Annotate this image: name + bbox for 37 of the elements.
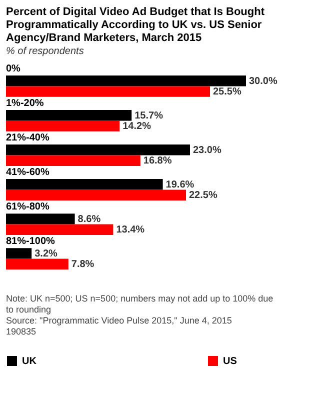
data-label: 13.4% <box>116 224 145 236</box>
bar <box>6 155 140 166</box>
y-tick-label: 0% <box>6 64 21 75</box>
data-label: 19.6% <box>166 179 194 190</box>
data-label: 25.5% <box>213 86 242 98</box>
bar <box>6 258 68 270</box>
bar <box>6 110 132 121</box>
legend-label: UK <box>22 356 38 367</box>
bar <box>6 120 120 132</box>
text: 190835 <box>6 326 36 336</box>
legend-label: US <box>223 356 238 367</box>
data-label: 16.8% <box>143 156 172 167</box>
y-tick-label: 61%-80% <box>6 202 50 213</box>
data-label: 7.8% <box>71 259 94 270</box>
data-label: 14.2% <box>122 121 152 132</box>
y-tick-label: 21%-40% <box>6 132 50 144</box>
y-tick-label: 41%-60% <box>6 167 50 178</box>
bar <box>6 76 246 86</box>
bar <box>6 214 75 224</box>
bar <box>6 179 163 190</box>
source-note: Source: "Programmatic Video Pulse 2015," June 4, 2015 <box>6 316 232 326</box>
bar <box>6 86 210 97</box>
chart-title: Percent of Digital Video Ad Budget that Is Bought Programmatically According to UK vs. US Senior Agency/Brand Marketers, March 2015 <box>6 6 265 44</box>
data-label: 15.7% <box>134 110 164 122</box>
data-label: 23.0% <box>193 144 222 156</box>
text: Note: UK n=500; US n=500; numbers may not add up to 100% due to rounding <box>6 294 274 314</box>
bar <box>6 224 114 235</box>
bar <box>6 190 186 200</box>
bar <box>6 248 32 259</box>
data-label: 8.6% <box>78 214 101 225</box>
chart-subtitle: % of respondents <box>6 46 84 57</box>
y-tick-label: 81%-100% <box>6 236 56 248</box>
data-label: 3.2% <box>34 248 58 260</box>
data-label: 30.0% <box>249 76 278 87</box>
bar <box>6 144 190 156</box>
data-label: 22.5% <box>189 190 218 202</box>
y-tick-label: 1%-20% <box>6 98 44 110</box>
